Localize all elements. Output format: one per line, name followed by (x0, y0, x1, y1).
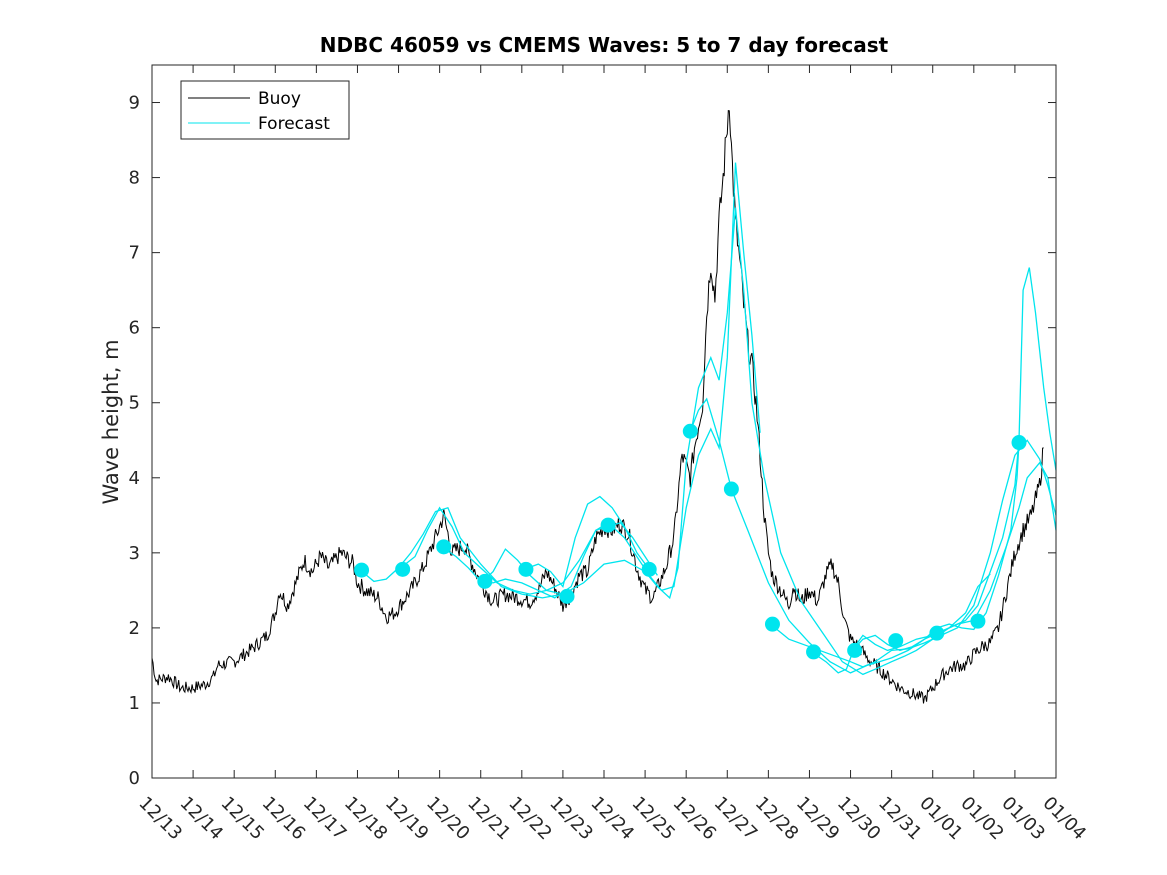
forecast-marker-6 (600, 517, 616, 533)
y-axis-ticks: 0 1 2 3 4 5 6 7 8 9 (129, 93, 1056, 789)
forecast-marker-14 (929, 625, 945, 641)
forecast-marker-0 (354, 562, 370, 578)
forecast-marker-15 (970, 613, 986, 629)
series-line-forecast-3 (523, 495, 650, 589)
legend-label-forecast: Forecast (258, 114, 330, 134)
forecast-marker-11 (806, 644, 822, 660)
chart-title: NDBC 46059 vs CMEMS Waves: 5 to 7 day fo… (320, 33, 889, 57)
forecast-marker-9 (723, 481, 739, 497)
forecast-marker-8 (682, 423, 698, 439)
forecast-marker-3 (477, 573, 493, 589)
forecast-marker-16 (1011, 435, 1027, 451)
legend-label-buoy: Buoy (258, 89, 301, 109)
series-line-forecast-4 (482, 548, 564, 595)
forecast-marker-10 (764, 616, 780, 632)
series-line-buoy (151, 109, 1044, 704)
y-tick-label: 2 (129, 618, 140, 639)
forecast-marker-5 (559, 588, 575, 604)
forecast-marker-2 (436, 539, 452, 555)
y-tick-label: 3 (129, 543, 140, 564)
forecast-marker-4 (518, 561, 534, 577)
legend-box (180, 80, 350, 140)
y-tick-label: 8 (129, 168, 140, 189)
y-axis-label: Wave height, m (99, 339, 123, 504)
legend: Buoy Forecast (180, 80, 350, 140)
forecast-marker-12 (847, 642, 863, 658)
y-tick-label: 9 (129, 93, 140, 114)
y-tick-label: 7 (129, 243, 140, 264)
forecast-marker-1 (395, 561, 411, 577)
series-line-forecast-8 (852, 442, 1020, 652)
forecast-markers (354, 423, 1027, 660)
y-tick-label: 6 (129, 318, 140, 339)
forecast-marker-13 (888, 633, 904, 649)
forecast-marker-7 (641, 561, 657, 577)
y-tick-label: 0 (129, 768, 140, 789)
y-tick-label: 1 (129, 693, 140, 714)
y-tick-label: 5 (129, 393, 140, 414)
y-tick-label: 4 (129, 468, 140, 489)
